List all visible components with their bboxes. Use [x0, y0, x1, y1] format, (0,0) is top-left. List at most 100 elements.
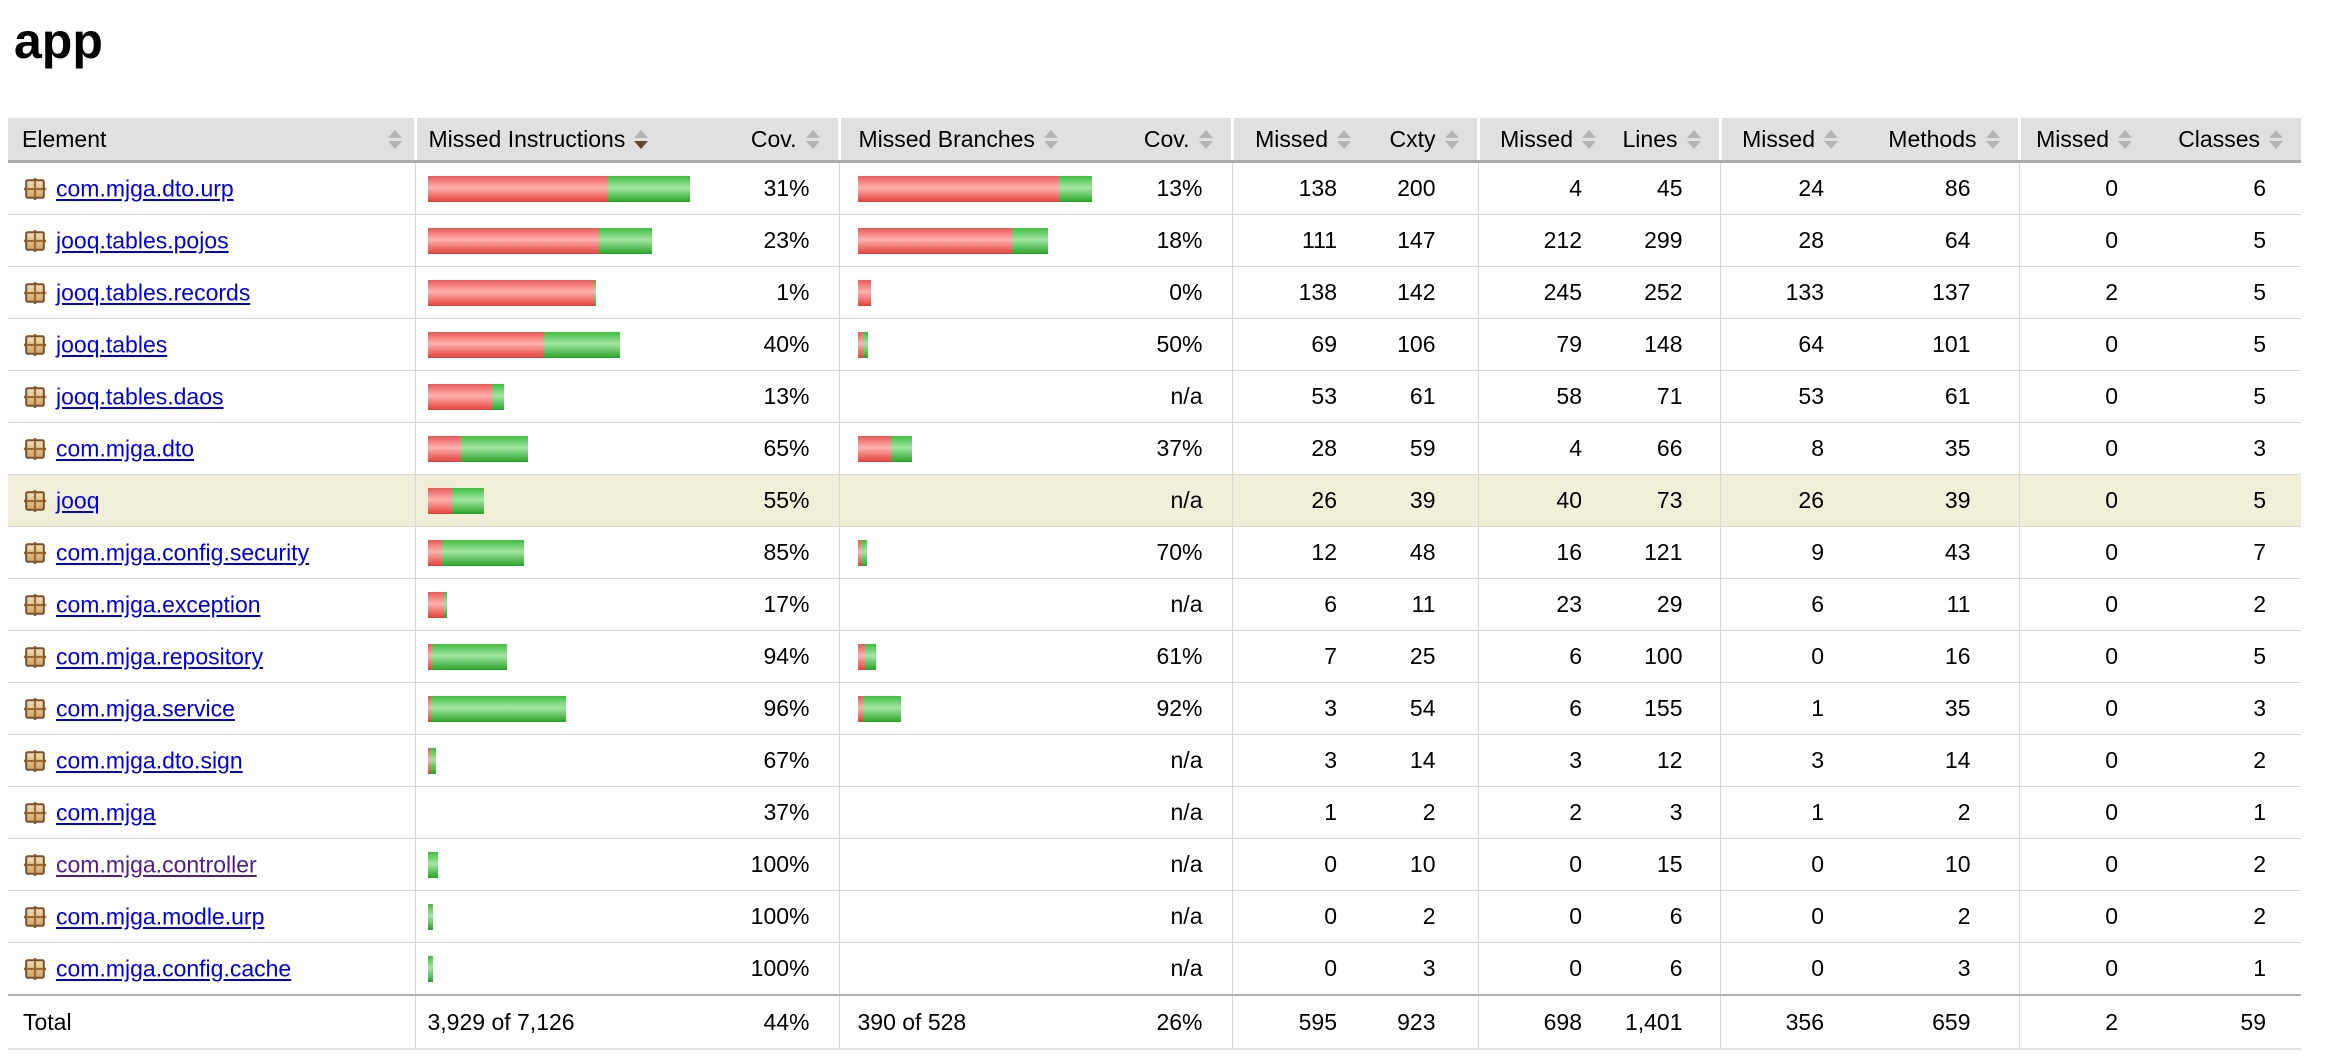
classes-value: 2 [2134, 838, 2301, 891]
package-icon [23, 177, 47, 201]
branches-bar-cell [838, 578, 1092, 631]
table-row: com.mjga.exception 17% n/a 6 11 23 29 6 … [8, 578, 2301, 631]
package-link[interactable]: com.mjga.service [56, 695, 235, 722]
cxty-value: 2 [1353, 786, 1478, 839]
column-header-missed[interactable]: Missed [1230, 118, 1353, 163]
element-cell: com.mjga.modle.urp [8, 890, 415, 943]
classes-value: 5 [2134, 266, 2301, 319]
column-header-cov-[interactable]: Cov. [690, 118, 839, 163]
sort-icon [1686, 129, 1701, 149]
column-header-label: Missed [1742, 125, 1815, 152]
missed-cxty-value: 28 [1231, 422, 1353, 475]
lines-value: 148 [1598, 318, 1720, 371]
column-header-element[interactable]: Element [8, 118, 415, 163]
element-cell: com.mjga.config.cache [8, 942, 415, 996]
table-row: com.mjga.modle.urp 100% n/a 0 2 0 6 0 2 … [8, 890, 2301, 943]
package-link[interactable]: jooq.tables.records [56, 279, 251, 306]
branches-bar-cell [838, 682, 1092, 735]
package-link[interactable]: jooq.tables [56, 331, 168, 358]
package-link[interactable]: com.mjga.controller [56, 851, 257, 878]
missed-instructions-bar [427, 695, 431, 722]
branches-bar-cell [838, 526, 1092, 579]
package-link[interactable]: com.mjga.config.cache [56, 955, 292, 982]
package-link[interactable]: jooq.tables.daos [56, 383, 224, 410]
missed-methods-value: 9 [1719, 526, 1840, 579]
package-icon [23, 645, 47, 669]
column-header-cxty[interactable]: Cxty [1353, 118, 1478, 163]
column-header-methods[interactable]: Methods [1840, 118, 2019, 163]
classes-value: 2 [2134, 890, 2301, 943]
instructions-bar-cell [414, 630, 690, 683]
cxty-value: 147 [1353, 214, 1478, 267]
column-header-missed[interactable]: Missed [2017, 118, 2134, 163]
column-header-label: Missed Branches [858, 125, 1035, 152]
missed-classes-value: 0 [2018, 786, 2134, 839]
branches-bar-cell [838, 734, 1092, 787]
covered-instructions-bar [443, 591, 447, 618]
column-header-missed-branches[interactable]: Missed Branches [837, 118, 1092, 163]
package-icon [23, 437, 47, 461]
missed-lines-value: 0 [1477, 890, 1598, 943]
missed-classes-value: 2 [2018, 266, 2134, 319]
instruction-coverage: 94% [690, 630, 839, 683]
methods-value: 16 [1840, 630, 2019, 683]
branch-coverage: n/a [1092, 578, 1232, 631]
column-header-missed[interactable]: Missed [1476, 118, 1598, 163]
package-link[interactable]: com.mjga.dto.sign [56, 747, 243, 774]
cxty-value: 25 [1353, 630, 1478, 683]
methods-value: 10 [1840, 838, 2019, 891]
branch-coverage: n/a [1092, 370, 1232, 423]
package-link[interactable]: com.mjga.config.security [56, 539, 310, 566]
element-cell: jooq.tables.daos [8, 370, 415, 423]
missed-branches-bar [857, 643, 865, 670]
missed-instructions-bar [427, 331, 544, 358]
package-link[interactable]: com.mjga.exception [56, 591, 261, 618]
column-header-classes[interactable]: Classes [2134, 118, 2301, 163]
instruction-coverage: 37% [690, 786, 839, 839]
covered-instructions-bar [430, 695, 566, 722]
instructions-bar-cell [414, 318, 690, 371]
cxty-value: 142 [1353, 266, 1478, 319]
table-row: com.mjga.dto.sign 67% n/a 3 14 3 12 3 14… [8, 734, 2301, 787]
instructions-bar-cell [414, 214, 690, 267]
table-row: com.mjga.repository 94% 61% 7 25 6 100 0… [8, 630, 2301, 683]
column-header-cov-[interactable]: Cov. [1092, 118, 1232, 163]
package-link[interactable]: com.mjga [56, 799, 156, 826]
column-header-label: Cov. [750, 125, 797, 152]
table-row: jooq.tables.pojos 23% 18% 111 147 212 29… [8, 214, 2301, 267]
branches-bar-cell [838, 786, 1092, 839]
instruction-coverage: 55% [690, 474, 839, 527]
package-icon [23, 541, 47, 565]
table-row: com.mjga.config.security 85% 70% 12 48 1… [8, 526, 2301, 579]
package-link[interactable]: com.mjga.repository [56, 643, 264, 670]
lines-value: 299 [1598, 214, 1720, 267]
lines-value: 12 [1598, 734, 1720, 787]
package-link[interactable]: com.mjga.dto [56, 435, 195, 462]
column-header-label: Missed [1500, 125, 1573, 152]
missed-methods-value: 64 [1719, 318, 1840, 371]
missed-lines-value: 212 [1477, 214, 1598, 267]
missed-lines-value: 16 [1477, 526, 1598, 579]
instruction-coverage: 17% [690, 578, 839, 631]
package-link[interactable]: jooq.tables.pojos [56, 227, 229, 254]
column-header-label: Methods [1888, 125, 1977, 152]
instruction-coverage: 100% [690, 838, 839, 891]
covered-instructions-bar [427, 903, 433, 930]
element-cell: com.mjga.dto.urp [8, 161, 415, 215]
lines-value: 29 [1598, 578, 1720, 631]
missed-instructions-bar [427, 227, 599, 254]
column-header-missed-instructions[interactable]: Missed Instructions [413, 118, 690, 163]
methods-value: 3 [1840, 942, 2019, 996]
covered-instructions-bar [543, 331, 620, 358]
missed-cxty-value: 12 [1231, 526, 1353, 579]
instruction-coverage: 40% [690, 318, 839, 371]
column-header-missed[interactable]: Missed [1718, 118, 1840, 163]
column-header-lines[interactable]: Lines [1598, 118, 1720, 163]
package-link[interactable]: jooq [56, 487, 100, 514]
package-link[interactable]: com.mjga.dto.urp [56, 175, 234, 202]
missed-instructions-bar [427, 279, 594, 306]
package-link[interactable]: com.mjga.modle.urp [56, 903, 265, 930]
methods-value: 101 [1840, 318, 2019, 371]
missed-cxty-value: 0 [1231, 942, 1353, 996]
classes-value: 3 [2134, 682, 2301, 735]
